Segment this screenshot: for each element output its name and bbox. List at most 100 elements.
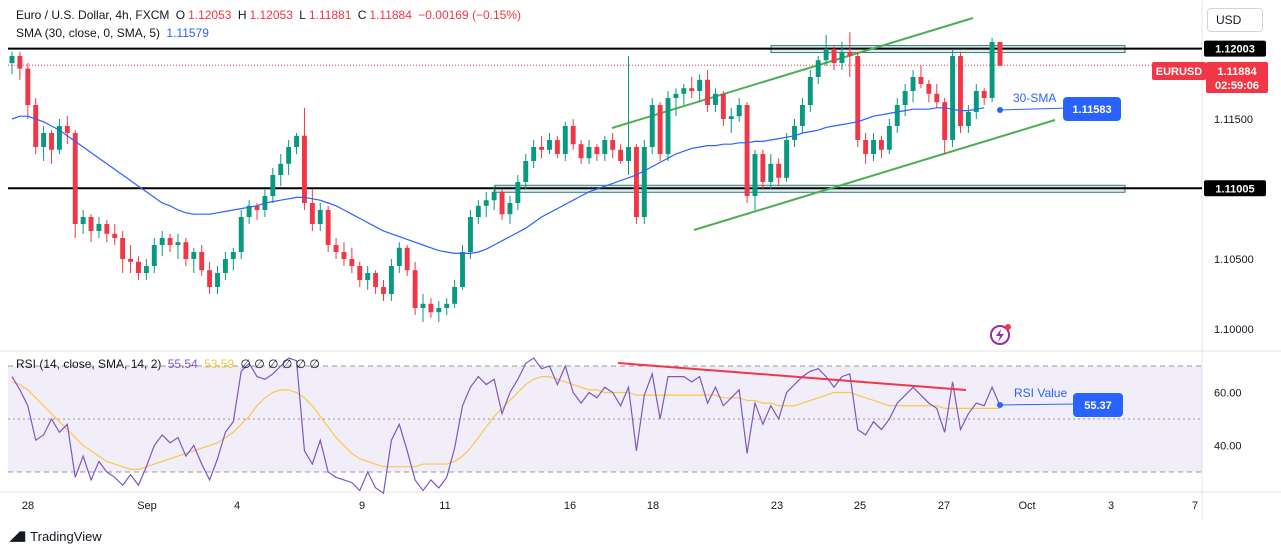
candle-body	[539, 147, 545, 150]
candle	[926, 79, 932, 103]
high-label: H	[237, 8, 247, 22]
candle	[689, 77, 695, 98]
candle	[25, 63, 31, 119]
candle	[515, 175, 521, 210]
candle-body	[752, 154, 758, 196]
candle-body	[515, 182, 521, 203]
sma-legend[interactable]: SMA (30, close, 0, SMA, 5) 1.11579	[16, 26, 212, 40]
candle-body	[183, 242, 189, 259]
candle-body	[230, 252, 236, 259]
open-value: 1.12053	[188, 8, 232, 22]
tradingview-logo[interactable]: ◢▮ TradingView	[10, 528, 102, 544]
candle-body	[657, 105, 663, 154]
rsi-legend[interactable]: RSI (14, close, SMA, 14, 2) 55.54 53.59 …	[16, 357, 323, 371]
candle-body	[112, 233, 118, 238]
candle-body	[847, 51, 853, 56]
candle	[863, 133, 869, 164]
candle	[191, 247, 197, 273]
resistance-price-tag	[1204, 40, 1266, 57]
candle-body	[554, 140, 560, 154]
rsi-axis-tick: 60.00	[1214, 388, 1242, 400]
candle	[752, 149, 758, 210]
candle	[349, 247, 355, 273]
rsi-value-tag-text: 55.37	[1084, 400, 1112, 412]
candle	[436, 301, 442, 322]
candle	[823, 35, 829, 66]
candle	[333, 238, 339, 259]
candle	[381, 280, 386, 301]
candle-body	[9, 56, 15, 63]
candle-body	[373, 273, 379, 287]
rsi-value-tag	[1073, 393, 1123, 417]
rsi-legend-extra: ∅ ∅ ∅ ∅ ∅ ∅	[240, 357, 320, 371]
lightning-icon-ring	[990, 325, 1010, 345]
candle-body	[56, 126, 62, 150]
lightning-icon[interactable]	[990, 324, 1011, 345]
countdown-text: 02:59:06	[1215, 80, 1259, 92]
candle-body	[792, 126, 797, 140]
candle	[491, 186, 497, 210]
candle-body	[175, 242, 181, 245]
support-price-tag	[1204, 180, 1266, 197]
candle-body	[72, 133, 78, 224]
candle	[705, 70, 711, 112]
candle-body	[878, 140, 884, 150]
candle-body	[420, 303, 426, 308]
candle	[760, 149, 766, 189]
change-value: −0.00169 (−0.15%)	[418, 8, 522, 22]
candle	[807, 70, 813, 112]
candle-body	[831, 49, 837, 63]
candle-body	[799, 105, 805, 126]
channel-lower-line	[693, 119, 1056, 231]
candle	[942, 98, 948, 154]
candle-body	[357, 266, 363, 280]
candle	[618, 144, 624, 164]
candle	[33, 98, 39, 154]
candle	[855, 51, 861, 147]
candle	[72, 130, 78, 238]
candle	[958, 51, 963, 133]
candle	[799, 98, 805, 133]
candle	[610, 133, 616, 159]
candle	[167, 233, 173, 252]
candle	[792, 119, 797, 147]
candle	[199, 245, 205, 276]
candle	[736, 98, 742, 122]
last-price-tag	[1206, 62, 1268, 93]
candle-body	[333, 245, 339, 252]
candle-body	[499, 191, 505, 215]
candle-body	[191, 252, 197, 259]
channel-upper-line	[611, 17, 974, 129]
candle	[784, 133, 790, 182]
currency-button[interactable]: USD	[1207, 8, 1263, 32]
support-price-tag-text: 1.11005	[1215, 183, 1254, 195]
candle	[444, 298, 450, 315]
candle	[246, 200, 252, 224]
candle-body	[523, 161, 529, 182]
candle-body	[151, 245, 157, 266]
sma-annotation-label: 30-SMA	[1013, 91, 1056, 105]
sma-legend-label: SMA (30, close, 0, SMA, 5)	[16, 26, 161, 40]
candle	[768, 154, 774, 189]
candle	[871, 133, 876, 161]
candle-body	[989, 42, 995, 98]
candle	[697, 74, 703, 103]
candle-body	[17, 56, 23, 69]
candle	[412, 261, 418, 315]
candle	[523, 154, 529, 189]
low-value: 1.11881	[308, 8, 352, 22]
time-axis-tick: 9	[359, 500, 365, 512]
candle	[143, 259, 149, 280]
candle	[499, 189, 505, 220]
high-value: 1.12053	[249, 8, 293, 22]
candle-body	[507, 203, 513, 215]
candle	[665, 91, 671, 161]
candle-body	[104, 224, 110, 234]
candle-body	[863, 140, 869, 154]
candle-body	[823, 49, 829, 61]
candle	[815, 56, 821, 84]
candle	[136, 256, 141, 280]
close-label: C	[357, 8, 367, 22]
candle	[286, 140, 292, 175]
